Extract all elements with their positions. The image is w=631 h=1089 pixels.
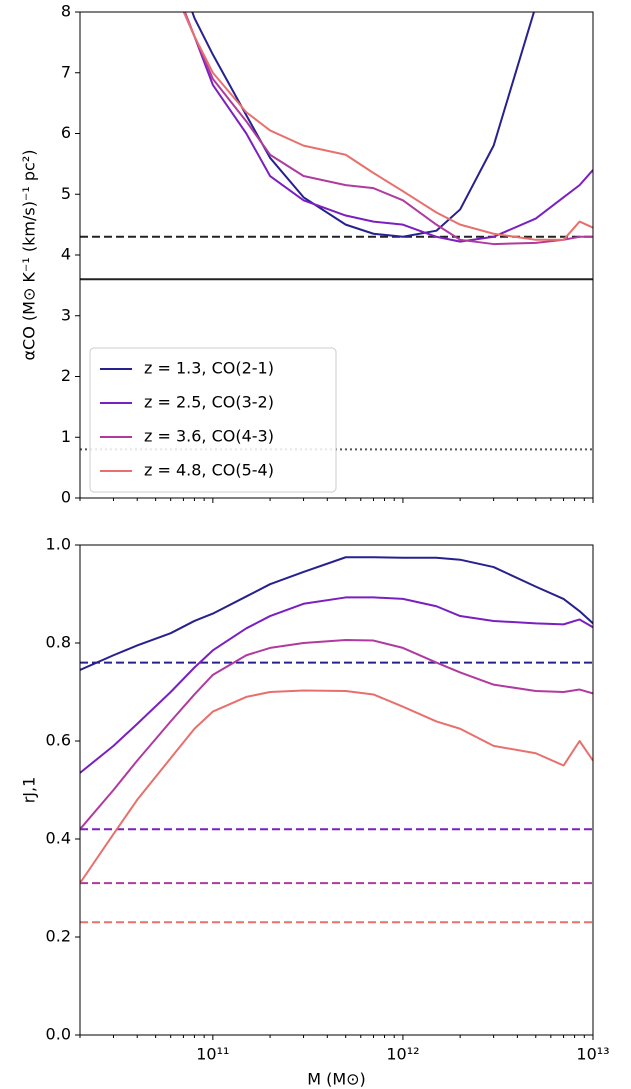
axes-frame [79, 544, 594, 1036]
y-tick-label: 5 [61, 184, 71, 203]
legend-label: z = 3.6, CO(4-3) [144, 427, 274, 446]
y-tick-label: 8 [61, 2, 71, 21]
y-tick-label: 0.6 [46, 731, 71, 750]
y-tick-label: 0 [61, 488, 71, 507]
series-line [80, 689, 593, 884]
y-tick-label: 7 [61, 62, 71, 81]
plot-area [80, 556, 593, 924]
series-line [191, 12, 535, 238]
y-tick-label: 0.4 [46, 829, 71, 848]
legend-label: z = 4.8, CO(5-4) [144, 461, 274, 480]
x-axis-label: M (M⊙) [307, 1070, 366, 1089]
legend-label: z = 1.3, CO(2-1) [144, 359, 274, 378]
y-axis-label: rJ,1 [20, 777, 39, 804]
x-tick-label: 10¹² [386, 1045, 419, 1064]
y-tick-label: 1 [61, 427, 71, 446]
y-axis-label: αCO (M⊙ K⁻¹ (km/s)⁻¹ pc²) [20, 150, 39, 361]
legend-box [89, 347, 337, 493]
y-tick-label: 3 [61, 305, 71, 324]
x-tick-label: 10¹³ [576, 1045, 609, 1064]
series-line [183, 12, 593, 246]
legend-label: z = 2.5, CO(3-2) [144, 393, 274, 412]
y-tick-label: 4 [61, 245, 71, 264]
series-line [80, 639, 593, 830]
series-line [182, 12, 593, 241]
y-tick-label: 0.0 [46, 1025, 71, 1044]
y-tick-label: 2 [61, 366, 71, 385]
x-tick-label: 10¹¹ [196, 1045, 229, 1064]
y-tick-label: 6 [61, 123, 71, 142]
y-tick-label: 1.0 [46, 535, 71, 554]
series-line [80, 556, 593, 671]
series-line [80, 596, 593, 774]
y-tick-label: 0.8 [46, 633, 71, 652]
y-tick-label: 0.2 [46, 927, 71, 946]
axes-frame [79, 11, 594, 499]
series-line [182, 12, 593, 243]
